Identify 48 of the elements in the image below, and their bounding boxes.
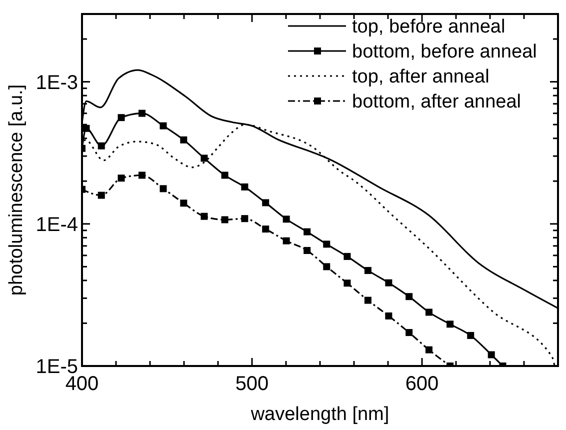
point <box>118 174 125 182</box>
point <box>262 199 270 206</box>
legend-label: top, after anneal <box>352 66 490 88</box>
point <box>138 110 146 117</box>
point <box>304 246 311 254</box>
legend-label: top, before anneal <box>352 16 506 38</box>
point <box>282 237 290 244</box>
point <box>160 122 167 130</box>
point <box>467 332 474 339</box>
point <box>180 136 188 144</box>
legend-label: bottom, after anneal <box>352 92 521 113</box>
point <box>406 329 413 336</box>
point <box>221 172 228 179</box>
point <box>385 312 392 320</box>
point <box>425 308 432 316</box>
point <box>98 142 105 150</box>
point <box>98 192 105 199</box>
point <box>282 216 290 223</box>
point <box>364 296 372 304</box>
point <box>180 200 188 207</box>
x-axis-title: wavelength [nm] <box>250 404 390 425</box>
point <box>241 183 248 190</box>
legend-label: bottom, before anneal <box>352 42 537 63</box>
x-tick-label: 400 <box>65 373 99 395</box>
point <box>118 114 125 122</box>
point <box>488 351 495 358</box>
point <box>304 228 311 236</box>
point <box>200 212 208 220</box>
y-axis-title: photoluminescence [a.u.] <box>6 84 27 296</box>
x-tick-label: 500 <box>235 373 269 395</box>
point <box>385 279 392 286</box>
x-tick-label: 600 <box>405 373 439 395</box>
point <box>160 185 167 192</box>
point <box>262 226 270 233</box>
point <box>323 263 330 270</box>
point <box>425 346 432 354</box>
point <box>364 266 372 274</box>
point <box>200 154 208 162</box>
point <box>323 240 330 248</box>
point <box>241 215 248 222</box>
y-tick-label: 1E-4 <box>36 214 78 236</box>
point <box>221 216 228 224</box>
point <box>446 320 454 328</box>
point <box>344 252 351 260</box>
point <box>138 172 146 179</box>
point <box>406 293 413 300</box>
point <box>344 280 351 287</box>
y-tick-label: 1E-3 <box>36 72 78 94</box>
